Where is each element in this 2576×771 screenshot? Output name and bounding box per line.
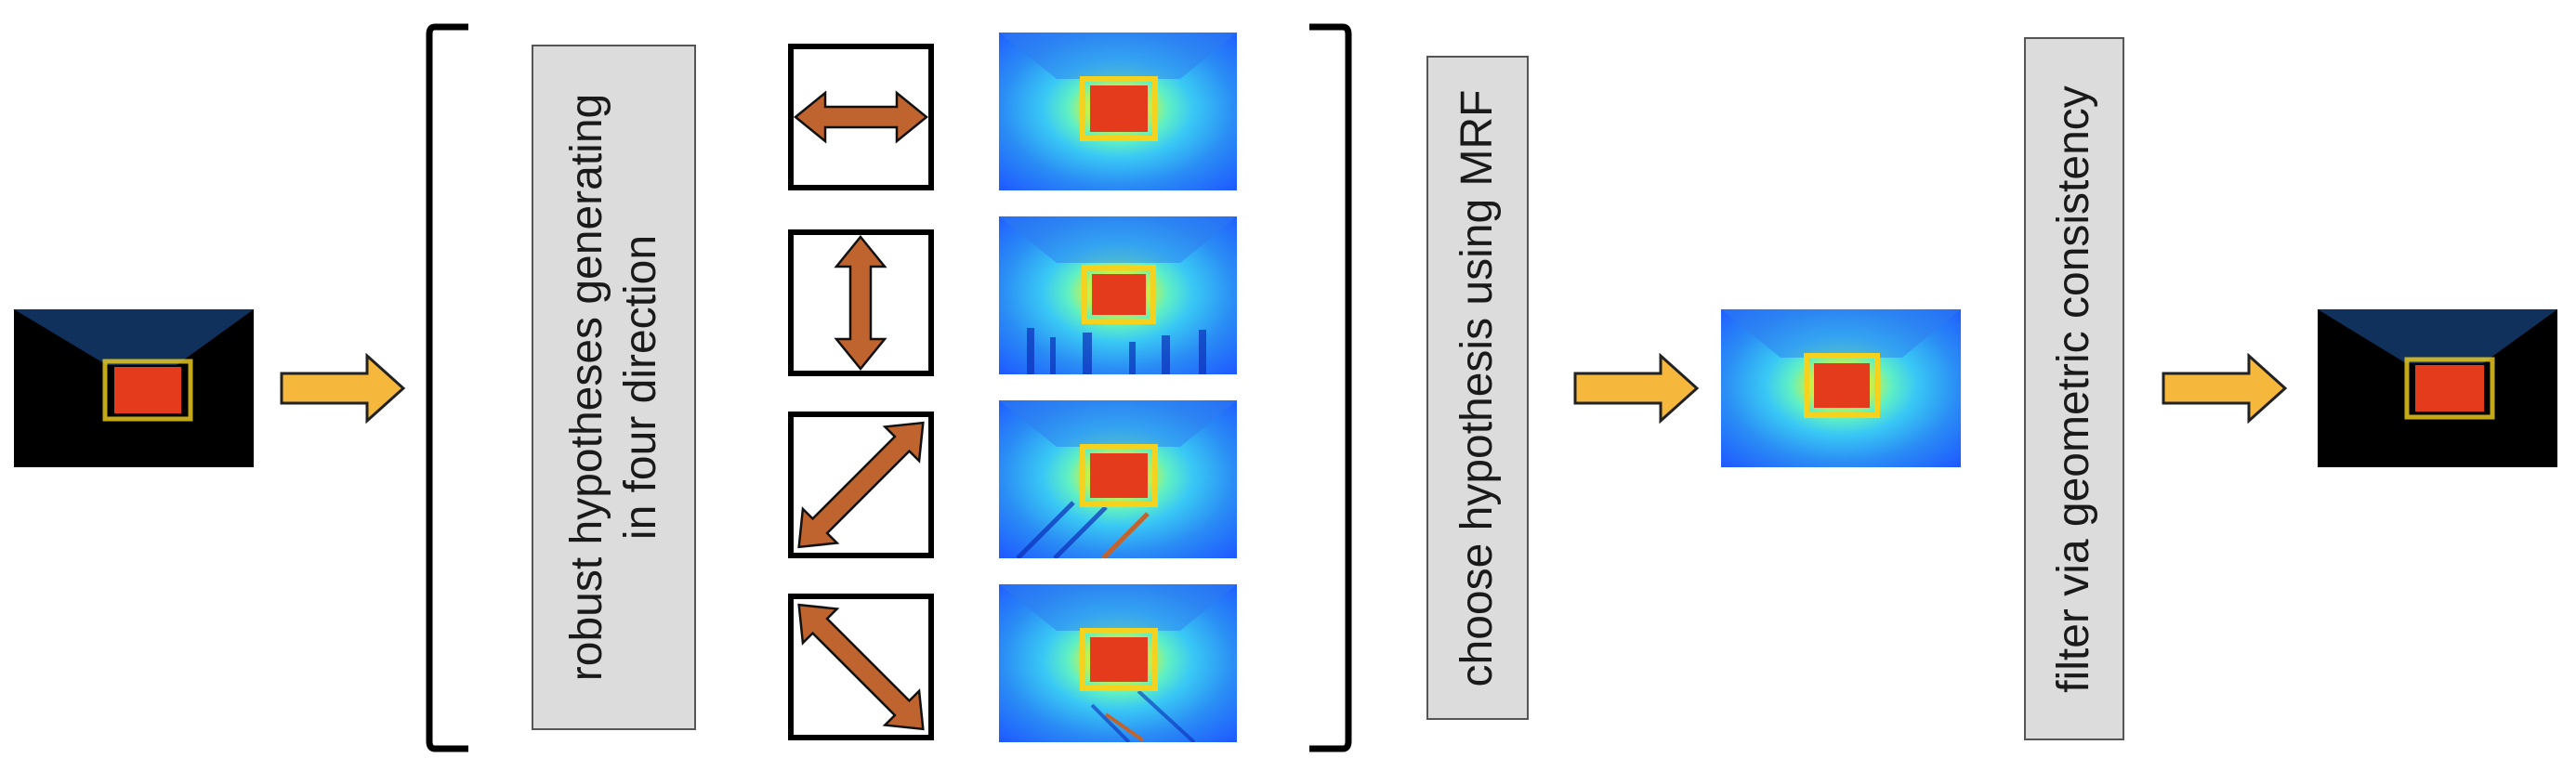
hypothesis-depth-map-diagonal-down-right: [999, 584, 1237, 742]
direction-box-diagonal-up-right: [788, 412, 934, 558]
geometric-consistency-label-box: filter via geometric consistency: [2024, 37, 2124, 740]
arrow-right-icon: [2161, 353, 2288, 424]
mrf-selection-label-box: choose hypothesis using MRF: [1426, 56, 1529, 720]
double-arrow-icon: [797, 421, 925, 549]
mrf-label: choose hypothesis using MRF: [1452, 89, 1502, 686]
filter-label: filter via geometric consistency: [2049, 85, 2098, 693]
arrow-right-icon: [1572, 353, 1700, 424]
direction-box-diagonal-down-right: [788, 594, 934, 740]
hypotheses-label-line2: in four direction: [615, 234, 665, 541]
double-arrow-icon: [834, 235, 887, 371]
left-bracket: [426, 23, 472, 752]
right-bracket: [1306, 23, 1352, 752]
hypotheses-generation-label-box: robust hypotheses generating in four dir…: [532, 45, 696, 730]
hypothesis-depth-map-vertical: [999, 216, 1237, 374]
hypotheses-label-line1: robust hypotheses generating: [561, 93, 611, 682]
direction-box-horizontal: [788, 44, 934, 190]
double-arrow-icon: [794, 90, 928, 144]
output-filtered-depth-image: [2318, 309, 2557, 467]
selected-dense-depth-map: [1721, 309, 1961, 467]
hypothesis-depth-map-horizontal: [999, 33, 1237, 190]
hypothesis-depth-map-diagonal-up-right: [999, 400, 1237, 558]
arrow-right-icon: [279, 353, 406, 424]
double-arrow-icon: [797, 603, 925, 731]
direction-box-vertical: [788, 229, 934, 376]
input-sparse-depth-image: [14, 309, 254, 467]
